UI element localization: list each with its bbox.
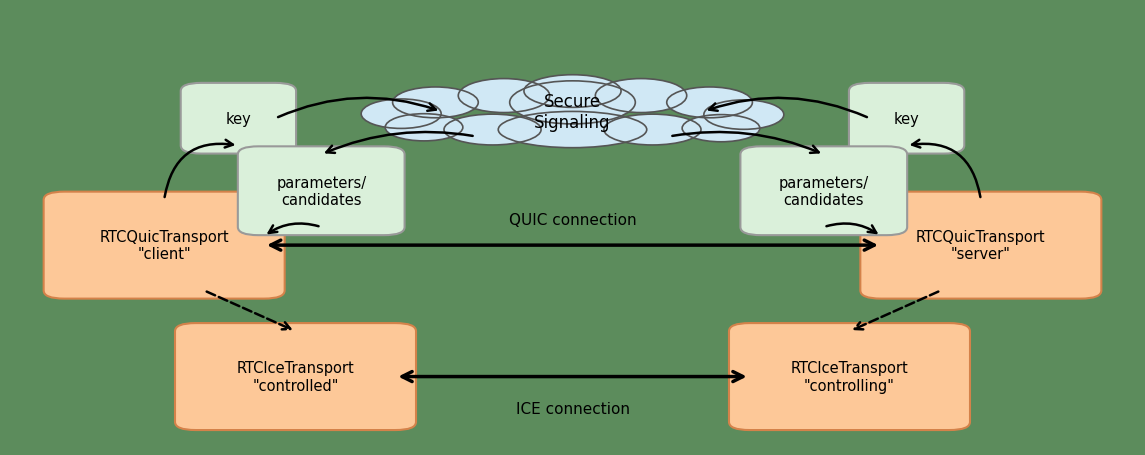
- Ellipse shape: [510, 81, 635, 125]
- Text: RTCIceTransport
"controlling": RTCIceTransport "controlling": [790, 360, 908, 393]
- Text: Secure
Signaling: Secure Signaling: [535, 93, 610, 131]
- FancyBboxPatch shape: [181, 84, 297, 154]
- Text: parameters/
candidates: parameters/ candidates: [276, 175, 366, 207]
- FancyBboxPatch shape: [848, 84, 964, 154]
- Text: key: key: [894, 111, 919, 126]
- Text: key: key: [226, 111, 251, 126]
- FancyBboxPatch shape: [729, 324, 970, 430]
- Ellipse shape: [603, 115, 701, 146]
- Ellipse shape: [393, 88, 479, 118]
- Ellipse shape: [524, 76, 621, 108]
- FancyBboxPatch shape: [238, 147, 404, 236]
- Ellipse shape: [682, 116, 760, 142]
- Text: RTCQuicTransport
"client": RTCQuicTransport "client": [100, 229, 229, 262]
- Ellipse shape: [458, 79, 550, 113]
- Text: QUIC connection: QUIC connection: [508, 212, 637, 228]
- Ellipse shape: [595, 79, 687, 113]
- Ellipse shape: [385, 115, 463, 142]
- FancyBboxPatch shape: [44, 192, 285, 299]
- Ellipse shape: [444, 115, 542, 146]
- FancyBboxPatch shape: [860, 192, 1101, 299]
- FancyBboxPatch shape: [175, 324, 416, 430]
- Ellipse shape: [498, 112, 647, 148]
- Text: parameters/
candidates: parameters/ candidates: [779, 175, 869, 207]
- Ellipse shape: [361, 100, 441, 129]
- Ellipse shape: [666, 88, 752, 118]
- Text: RTCQuicTransport
"server": RTCQuicTransport "server": [916, 229, 1045, 262]
- Text: ICE connection: ICE connection: [515, 402, 630, 417]
- Text: RTCIceTransport
"controlled": RTCIceTransport "controlled": [237, 360, 355, 393]
- Ellipse shape: [704, 101, 784, 130]
- FancyBboxPatch shape: [741, 147, 907, 236]
